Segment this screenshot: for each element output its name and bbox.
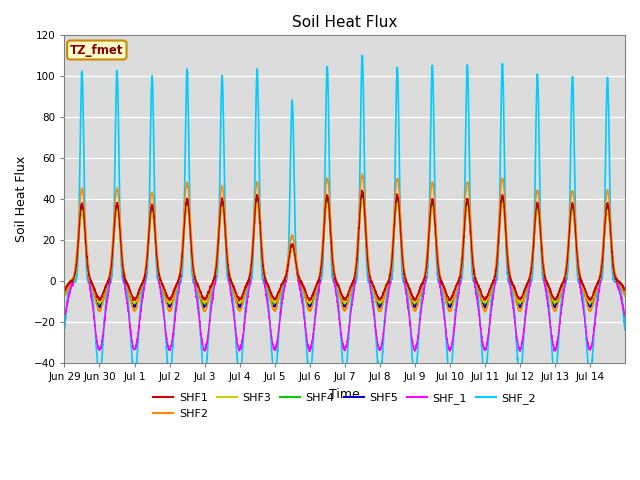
SHF4 xyxy=(396,219,404,225)
SHF1 xyxy=(621,288,629,293)
SHF2 xyxy=(366,269,374,275)
Line: SHF5: SHF5 xyxy=(65,192,625,308)
SHF5 xyxy=(499,194,506,200)
SHF5 xyxy=(358,189,366,195)
SHF4 xyxy=(358,195,366,201)
SHF2 xyxy=(526,268,534,274)
SHF5 xyxy=(61,289,68,295)
SHF5 xyxy=(96,305,104,311)
SHF5 xyxy=(396,217,404,223)
SHF4 xyxy=(61,288,68,294)
SHF_1 xyxy=(516,348,524,354)
SHF5 xyxy=(526,273,534,279)
Line: SHF1: SHF1 xyxy=(65,190,625,301)
SHF3 xyxy=(358,196,366,202)
SHF2 xyxy=(61,293,68,299)
X-axis label: Time: Time xyxy=(330,388,360,401)
Y-axis label: Soil Heat Flux: Soil Heat Flux xyxy=(15,156,28,242)
Title: Soil Heat Flux: Soil Heat Flux xyxy=(292,15,397,30)
SHF3 xyxy=(541,276,548,281)
SHF2 xyxy=(358,171,366,177)
SHF_1 xyxy=(61,312,68,318)
SHF_1 xyxy=(177,275,184,280)
SHF1 xyxy=(396,215,404,221)
SHF_1 xyxy=(621,313,629,319)
SHF_2 xyxy=(541,278,548,284)
SHF4 xyxy=(541,273,548,279)
SHF2 xyxy=(499,176,506,182)
SHF3 xyxy=(340,301,348,307)
SHF_2 xyxy=(499,65,506,71)
SHF2 xyxy=(621,293,629,299)
Line: SHF4: SHF4 xyxy=(65,198,625,304)
SHF_2 xyxy=(96,376,104,382)
SHF_2 xyxy=(396,185,404,191)
SHF_1 xyxy=(541,282,548,288)
SHF3 xyxy=(177,271,184,277)
SHF2 xyxy=(481,309,489,314)
SHF4 xyxy=(177,268,184,274)
SHF5 xyxy=(366,274,374,280)
SHF1 xyxy=(235,298,243,304)
SHF1 xyxy=(499,193,506,199)
Legend: SHF1, SHF2, SHF3, SHF4, SHF5, SHF_1, SHF_2: SHF1, SHF2, SHF3, SHF4, SHF5, SHF_1, SHF… xyxy=(149,389,541,423)
SHF_2 xyxy=(177,277,184,283)
SHF_2 xyxy=(358,53,366,59)
SHF3 xyxy=(396,225,404,230)
Line: SHF3: SHF3 xyxy=(65,199,625,304)
SHF_1 xyxy=(499,194,506,200)
SHF4 xyxy=(202,301,209,307)
SHF_2 xyxy=(366,280,374,286)
SHF3 xyxy=(366,275,374,281)
SHF2 xyxy=(541,269,548,275)
SHF_2 xyxy=(621,325,629,331)
SHF1 xyxy=(541,274,548,279)
SHF_1 xyxy=(396,217,403,223)
SHF2 xyxy=(177,262,184,267)
SHF4 xyxy=(621,289,629,295)
SHF_1 xyxy=(366,280,374,286)
SHF5 xyxy=(177,268,184,274)
Text: TZ_fmet: TZ_fmet xyxy=(70,44,124,57)
Line: SHF_2: SHF_2 xyxy=(65,56,625,379)
SHF_1 xyxy=(358,190,366,195)
SHF4 xyxy=(366,272,374,278)
SHF3 xyxy=(61,290,68,296)
SHF1 xyxy=(366,273,374,279)
SHF5 xyxy=(541,273,548,279)
SHF1 xyxy=(526,274,534,279)
SHF4 xyxy=(526,272,534,277)
SHF1 xyxy=(358,187,366,193)
SHF_2 xyxy=(526,279,534,285)
SHF2 xyxy=(396,196,403,202)
Line: SHF_1: SHF_1 xyxy=(65,192,625,351)
SHF3 xyxy=(526,275,534,280)
SHF_2 xyxy=(61,326,68,332)
SHF1 xyxy=(177,268,184,274)
SHF_1 xyxy=(526,280,534,286)
SHF4 xyxy=(499,200,506,206)
SHF3 xyxy=(621,288,629,294)
SHF5 xyxy=(621,292,629,298)
SHF1 xyxy=(61,288,68,293)
Line: SHF2: SHF2 xyxy=(65,174,625,312)
SHF3 xyxy=(499,202,506,207)
